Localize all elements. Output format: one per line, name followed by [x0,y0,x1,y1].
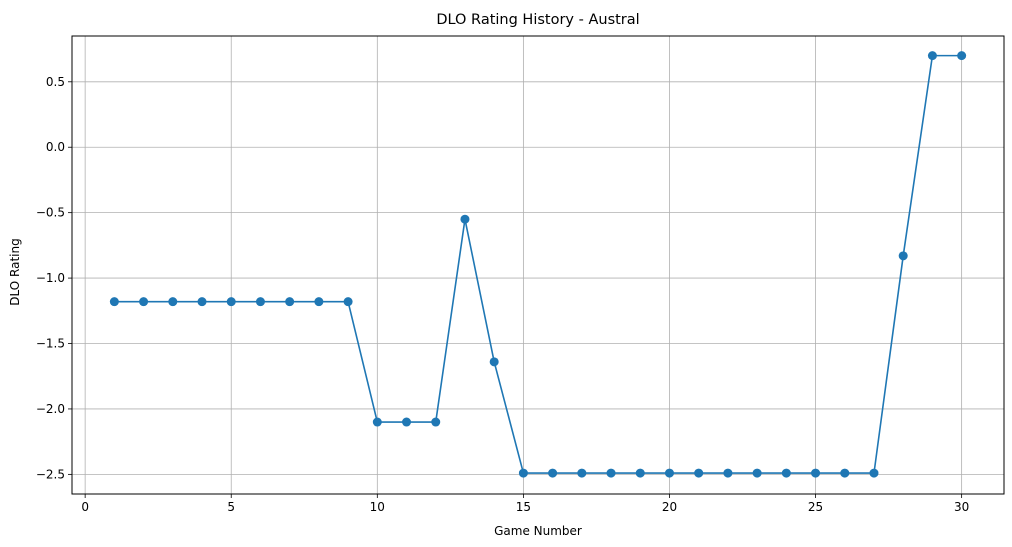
data-point [139,297,149,307]
data-point [606,468,616,478]
x-tick-label: 15 [516,500,531,514]
x-tick-label: 0 [81,500,89,514]
data-point [431,417,441,427]
y-tick-label: 0.5 [46,75,65,89]
data-point [957,51,967,61]
data-point [781,468,791,478]
data-point [635,468,645,478]
data-point [255,297,265,307]
data-point [723,468,733,478]
data-point [314,297,324,307]
data-point [489,357,499,367]
data-point [168,297,178,307]
x-tick-label: 25 [808,500,823,514]
x-axis-label: Game Number [494,524,582,538]
y-tick-label: −2.5 [36,467,65,481]
data-point [869,468,879,478]
data-point [402,417,412,427]
x-axis-ticks: 0 5 10 15 20 25 30 [81,494,969,514]
data-point [372,417,382,427]
data-point [694,468,704,478]
data-point [840,468,850,478]
data-point [197,297,207,307]
y-tick-label: −2.0 [36,402,65,416]
data-point [811,468,821,478]
data-point [577,468,587,478]
x-tick-label: 20 [662,500,677,514]
x-tick-label: 5 [227,500,235,514]
y-tick-label: 0.0 [46,140,65,154]
data-point [752,468,762,478]
chart-title: DLO Rating History - Austral [436,12,639,28]
data-point [664,468,674,478]
data-point [460,214,470,224]
data-point [285,297,295,307]
y-tick-label: −1.0 [36,271,65,285]
y-axis-label: DLO Rating [8,238,22,305]
series-markers [109,51,967,478]
y-axis-ticks: −2.5 −2.0 −1.5 −1.0 −0.5 0.0 0.5 [36,75,72,481]
data-point [109,297,119,307]
plot-frame [71,35,1005,495]
data-point [343,297,353,307]
data-point [226,297,236,307]
x-tick-label: 30 [954,500,969,514]
grid [72,36,1004,494]
data-point [548,468,558,478]
y-tick-label: −0.5 [36,206,65,220]
data-point [927,51,937,61]
data-point [898,251,908,261]
series-line [114,54,962,474]
data-point [518,468,528,478]
y-tick-label: −1.5 [36,337,65,351]
x-tick-label: 10 [370,500,385,514]
series-line-0 [114,54,962,474]
